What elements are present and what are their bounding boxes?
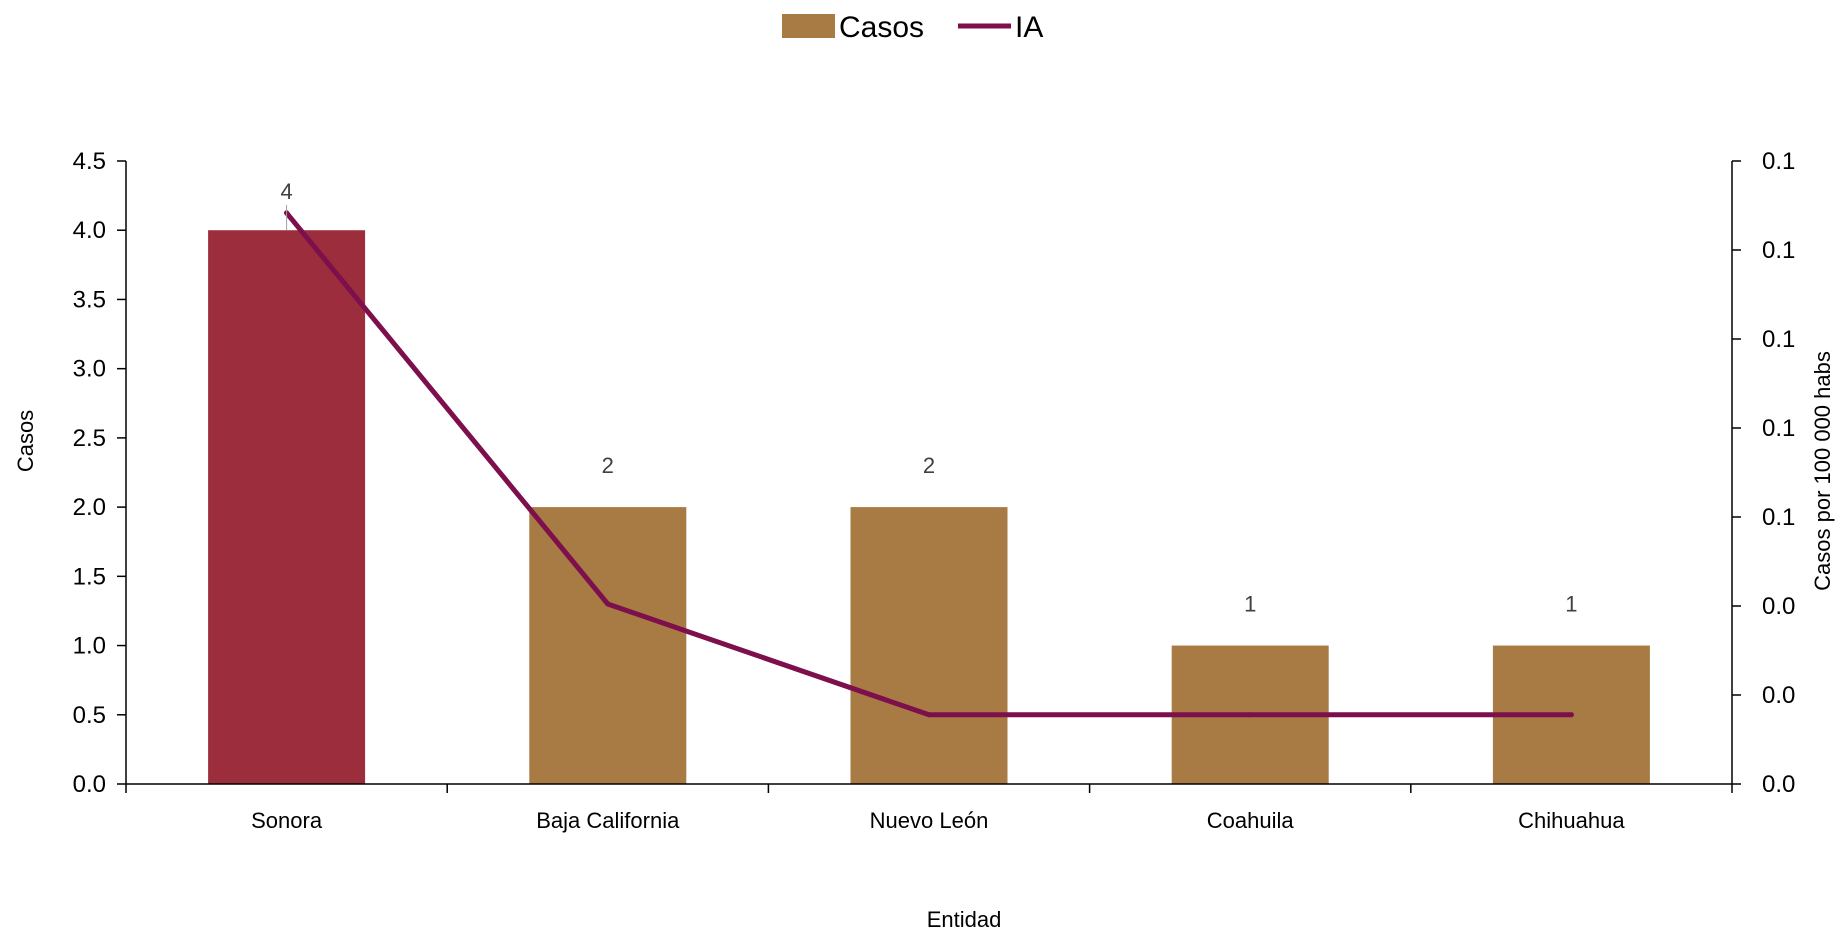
point-ia xyxy=(926,712,932,718)
bar-nuevo-león xyxy=(850,507,1008,784)
data-label: 2 xyxy=(923,453,935,478)
data-label: 1 xyxy=(1244,592,1256,617)
y2-tick-label: 0.1 xyxy=(1762,148,1795,175)
x-tick-label: Nuevo León xyxy=(870,808,989,833)
y2-tick-label: 0.1 xyxy=(1762,504,1795,531)
point-ia xyxy=(1568,712,1574,718)
x-tick-label: Baja California xyxy=(536,808,680,833)
point-ia xyxy=(1247,712,1253,718)
bar-sonora xyxy=(208,230,366,784)
y-axis-title: Casos xyxy=(13,410,38,472)
legend-swatch-casos xyxy=(782,14,835,38)
plot-area: 0.0 0.5 1.0 1.5 2.0 2.5 3.0 3.5 4.0 4.5 0.0 0.0 0.0 0… xyxy=(73,148,1796,833)
y2-tick-label: 0.0 xyxy=(1762,771,1795,798)
x-axis-title: Entidad xyxy=(927,907,1002,931)
y-tick-label: 0.5 xyxy=(73,702,106,729)
x-tick-label: Coahuila xyxy=(1207,808,1295,833)
x-tick-label: Sonora xyxy=(251,808,323,833)
y-tick-label: 2.5 xyxy=(73,425,106,452)
bar-baja-california xyxy=(529,507,687,784)
data-label: 4 xyxy=(280,179,292,204)
data-label: 2 xyxy=(602,453,614,478)
x-tick-label: Chihuahua xyxy=(1518,808,1625,833)
y2-tick-label: 0.1 xyxy=(1762,237,1795,264)
y-tick-label: 4.0 xyxy=(73,217,106,244)
y2-tick-label: 0.1 xyxy=(1762,326,1795,353)
y-tick-label: 4.5 xyxy=(73,148,106,175)
y2-tick-label: 0.0 xyxy=(1762,593,1795,620)
y-tick-label: 1.5 xyxy=(73,563,106,590)
y-tick-label: 1.0 xyxy=(73,633,106,660)
y2-tick-label: 0.0 xyxy=(1762,682,1795,709)
legend: Casos IA xyxy=(782,11,1043,44)
y2-axis-title: Casos por 100 000 habs xyxy=(1810,351,1835,591)
y-tick-label: 3.5 xyxy=(73,286,106,313)
legend-label-ia: IA xyxy=(1015,11,1043,44)
y-tick-label: 2.0 xyxy=(73,494,106,521)
point-ia xyxy=(605,601,611,607)
y-tick-label: 3.0 xyxy=(73,356,106,383)
y2-tick-label: 0.1 xyxy=(1762,415,1795,442)
legend-label-casos: Casos xyxy=(839,11,924,44)
y-tick-label: 0.0 xyxy=(73,771,106,798)
data-label: 1 xyxy=(1565,592,1577,617)
